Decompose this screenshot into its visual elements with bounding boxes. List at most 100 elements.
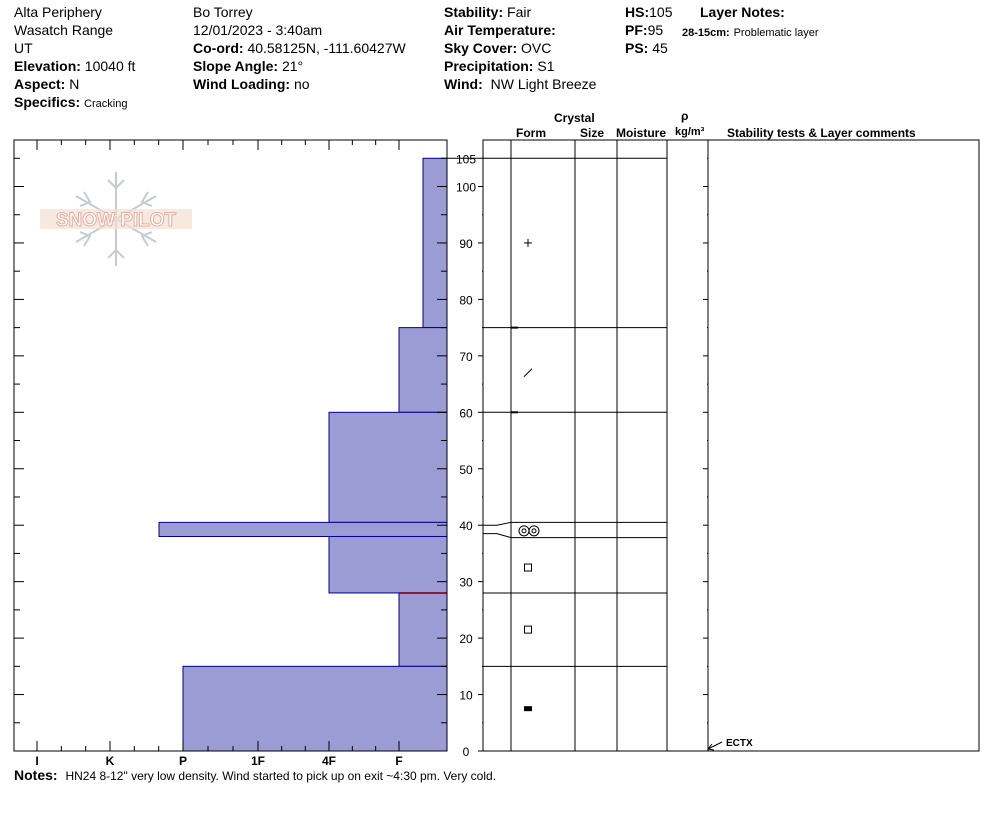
hardness-axis: I K P 1F 4F F — [35, 140, 403, 768]
decomposing-symbol — [523, 368, 533, 378]
snow-layer — [182, 665, 448, 752]
aspect-label: Aspect: — [14, 76, 66, 92]
y-tick-label: 30 — [459, 576, 473, 590]
wind-loading: Wind Loading: no — [193, 76, 310, 92]
snow-layer — [328, 535, 448, 594]
layer-connector — [483, 533, 512, 539]
notes-label: Notes: — [14, 767, 58, 783]
hardness-plot-frame — [13, 139, 448, 752]
x-tick-label: 4F — [322, 754, 336, 768]
hs: HS:105 — [625, 4, 672, 20]
sky-value: OVC — [521, 40, 552, 56]
y-tick-label: 60 — [459, 406, 473, 420]
pf-value: 95 — [647, 22, 664, 38]
ps-label: PS: — [625, 40, 649, 56]
specifics-label: Specifics: — [14, 94, 81, 110]
melt-form-symbol — [521, 528, 527, 534]
precip-label: Precipitation: — [444, 58, 534, 74]
y-tick-label: 100 — [456, 181, 476, 195]
snow-layer — [398, 327, 448, 413]
hs-label: HS: — [625, 4, 650, 20]
sky-label: Sky Cover: — [444, 40, 518, 56]
col-form: Form — [516, 126, 546, 140]
y-tick-label: 40 — [459, 519, 473, 533]
datetime: 12/01/2023 - 3:40am — [193, 22, 323, 38]
snow-layer — [328, 411, 448, 523]
precipitation: Precipitation: S1 — [444, 58, 554, 74]
pf-label: PF: — [625, 22, 648, 38]
y-tick-label: 105 — [456, 152, 476, 166]
snow-layer — [398, 592, 448, 667]
pf: PF:95 — [625, 22, 663, 38]
ps: PS: 45 — [625, 40, 668, 56]
slope-angle: Slope Angle: 21° — [193, 58, 303, 74]
layers-group — [158, 157, 448, 752]
x-tick-label: P — [179, 754, 187, 768]
slope-value: 21° — [281, 58, 304, 74]
col-rho: ρ — [681, 109, 689, 123]
specifics: Specifics: Cracking — [14, 94, 127, 112]
snow-layer — [158, 521, 448, 537]
test-arrow — [707, 741, 723, 750]
layer-note-text: Problematic layer — [733, 27, 819, 39]
layer-note-range: 28-15cm: — [682, 27, 730, 39]
airtemp-label: Air Temperature: — [444, 22, 556, 38]
col-crystal: Crystal — [554, 111, 595, 125]
y-tick-label: 80 — [459, 293, 473, 307]
test-label: ECTX — [726, 738, 753, 749]
logo-text: SNOW PILOT — [56, 210, 177, 231]
hs-value: 105 — [649, 4, 673, 20]
y-tick-label: 0 — [463, 745, 470, 759]
location: Alta Periphery — [14, 4, 102, 20]
observer: Bo Torrey — [193, 4, 253, 20]
state: UT — [14, 40, 33, 56]
notes-text: HN24 8-12" very low density. Wind starte… — [65, 769, 497, 783]
coordinates: Co-ord: 40.58125N, -111.60427W — [193, 40, 406, 56]
x-tick-label: I — [35, 754, 38, 768]
wind-value: NW Light Breeze — [490, 76, 597, 92]
grain-symbols: ECTX — [518, 238, 753, 751]
wind-label: Wind: — [444, 76, 483, 92]
melt-form-symbol — [528, 525, 540, 537]
coord-label: Co-ord: — [193, 40, 244, 56]
faceted-symbol — [524, 563, 532, 572]
stability-value: Fair — [507, 4, 532, 20]
windload-value: no — [293, 76, 310, 92]
aspect: Aspect: N — [14, 76, 79, 92]
y-tick-label: 50 — [459, 463, 473, 477]
layer-note: 28-15cm: Problematic layer — [682, 23, 819, 41]
specifics-value: Cracking — [84, 98, 128, 110]
height-axis: 0 10 20 30 40 50 60 70 80 90 100 105 — [14, 152, 708, 759]
x-tick-label: 1F — [251, 754, 265, 768]
ps-value: 45 — [652, 40, 668, 56]
elevation: Elevation: 10040 ft — [14, 58, 135, 74]
slope-label: Slope Angle: — [193, 58, 279, 74]
melt-form-symbol — [531, 528, 537, 534]
crust-symbol — [524, 706, 532, 712]
coord-value: 40.58125N, -111.60427W — [247, 40, 406, 56]
sky-cover: Sky Cover: OVC — [444, 40, 551, 56]
layer-notes-label: Layer Notes: — [700, 4, 785, 20]
aspect-value: N — [69, 76, 80, 92]
y-tick-label: 70 — [459, 350, 473, 364]
elevation-value: 10040 ft — [84, 58, 136, 74]
faceted-symbol — [524, 625, 532, 634]
wind: Wind: NW Light Breeze — [444, 76, 596, 92]
layer-connector — [483, 521, 512, 526]
col-density-unit: kg/m³ — [675, 126, 705, 138]
col-comments: Stability tests & Layer comments — [727, 126, 916, 140]
y-tick-label: 20 — [459, 632, 473, 646]
range: Wasatch Range — [14, 22, 114, 38]
y-tick-label: 10 — [459, 689, 473, 703]
col-size: Size — [580, 126, 605, 140]
stability-label: Stability: — [444, 4, 504, 20]
stability: Stability: Fair — [444, 4, 531, 20]
frames-group — [13, 139, 980, 752]
snowpilot-logo: SNOW PILOT — [40, 172, 192, 266]
melt-form-symbol — [518, 525, 530, 537]
layer-table-frame — [482, 139, 980, 752]
windload-label: Wind Loading: — [193, 76, 291, 92]
x-tick-label: F — [395, 754, 402, 768]
test-arrow-head — [707, 743, 715, 751]
